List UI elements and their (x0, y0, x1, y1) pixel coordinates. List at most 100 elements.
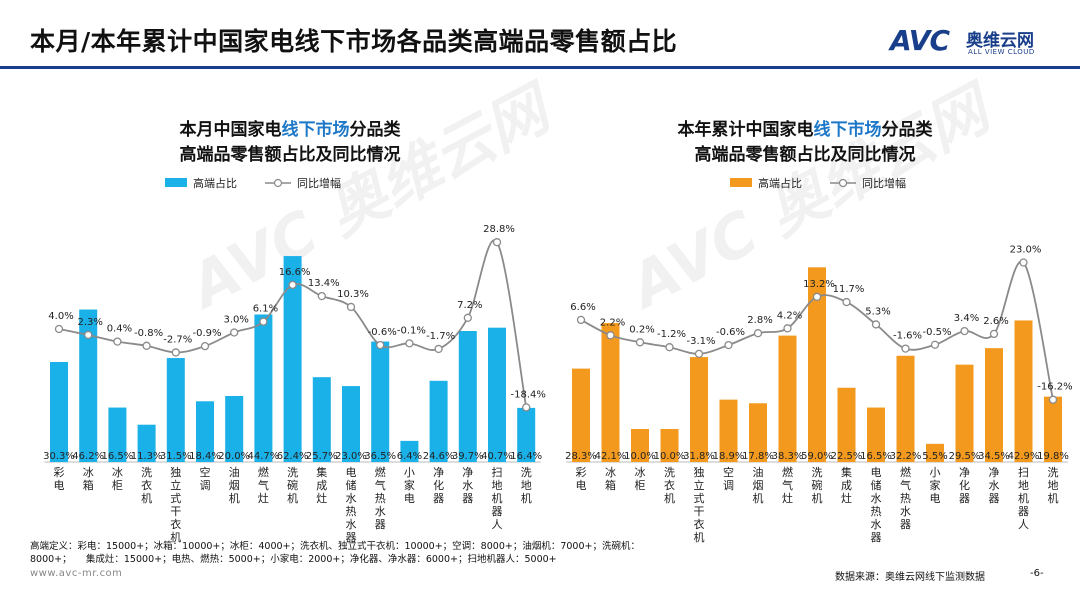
category-char: 电 (576, 479, 587, 492)
bar-label-5: 18.9% (713, 451, 745, 462)
category-char: 机 (287, 491, 298, 505)
growth-marker-6 (230, 328, 239, 337)
growth-label-11: -1.6% (893, 331, 922, 342)
growth-label-9: 11.7% (833, 284, 865, 295)
category-label-2: 冰柜 (635, 466, 646, 492)
growth-label-16: -18.4% (511, 389, 546, 400)
legend-bar-swatch (730, 178, 752, 187)
category-char: 电 (346, 466, 357, 479)
bar-3 (660, 429, 679, 462)
category-char: 空 (723, 465, 734, 479)
category-char: 式 (694, 492, 705, 505)
growth-marker-15 (1019, 258, 1028, 267)
category-label-15: 扫地机器人 (492, 466, 503, 531)
category-text-3: 洗衣机 (664, 466, 675, 505)
growth-marker-14 (463, 313, 472, 322)
bar-label-3: 11.3% (131, 451, 163, 462)
bar-14 (458, 330, 477, 462)
category-label-5: 空调 (723, 465, 734, 492)
growth-label-7: 6.1% (253, 304, 278, 315)
category-char: 净 (959, 465, 970, 479)
bar-6 (749, 403, 767, 462)
bar-label-5: 18.4% (189, 451, 221, 462)
bar-3 (137, 424, 156, 462)
growth-marker-9 (317, 291, 326, 301)
category-char: 储 (346, 478, 357, 492)
growth-marker-12 (405, 339, 414, 348)
category-text-10: 电储水热水器 (346, 466, 357, 544)
category-char: 洗 (812, 466, 823, 479)
bar-label-7: 38.3% (772, 451, 804, 462)
category-char: 衣 (141, 478, 152, 492)
category-text-0: 彩电 (54, 466, 65, 492)
category-char: 衣 (664, 478, 675, 492)
category-char: 衣 (694, 517, 705, 531)
category-char: 机 (664, 491, 675, 505)
bar-label-12: 6.4% (397, 451, 422, 462)
category-char: 水 (989, 479, 1000, 492)
logo-en: ALL VIEW CLOUD (968, 48, 1035, 56)
growth-marker-2 (113, 337, 122, 346)
growth-marker-13 (960, 326, 969, 336)
bar-label-14: 39.7% (452, 451, 484, 462)
growth-marker-8 (288, 280, 297, 290)
category-text-6: 油烟机 (229, 465, 240, 505)
category-text-4: 独立式干衣机 (694, 466, 705, 544)
growth-marker-7 (259, 317, 268, 326)
growth-label-5: -0.9% (192, 328, 221, 339)
bar-label-16: 19.8% (1037, 451, 1069, 462)
category-label-14: 净水器 (462, 465, 473, 505)
category-char: 冰 (605, 466, 616, 479)
brand-logo: AVC 奥维云网 ALL VIEW CLOUD (890, 24, 1060, 58)
growth-marker-2 (635, 338, 645, 347)
category-char: 家 (404, 478, 415, 492)
growth-marker-1 (84, 330, 93, 340)
category-char: 碗 (812, 478, 823, 492)
data-source: 数据来源：奥维云网线下监测数据 (835, 572, 985, 583)
category-char: 集 (841, 465, 852, 479)
category-text-6: 油烟机 (753, 465, 764, 505)
category-label-8: 洗碗机 (287, 466, 298, 505)
growth-marker-4 (171, 348, 180, 357)
bar-label-11: 32.2% (890, 451, 922, 462)
bar-12 (926, 443, 944, 462)
growth-marker-13 (434, 344, 443, 354)
bar-15 (488, 327, 506, 462)
category-char: 器 (433, 492, 444, 505)
growth-label-6: 3.0% (223, 315, 248, 326)
category-char: 柜 (112, 479, 123, 492)
bar-14 (985, 348, 1003, 462)
category-char: 机 (1048, 491, 1059, 505)
category-text-4: 独立式干衣机 (170, 466, 181, 544)
category-char: 油 (753, 465, 764, 479)
bar-label-3: 10.0% (654, 451, 686, 462)
growth-label-14: 2.6% (983, 316, 1008, 327)
growth-label-13: 3.4% (954, 313, 979, 324)
category-label-6: 油烟机 (229, 465, 240, 505)
category-char: 机 (170, 530, 181, 544)
growth-marker-3 (665, 343, 674, 352)
bar-2 (108, 407, 127, 462)
category-label-3: 洗衣机 (664, 466, 675, 505)
category-text-5: 空调 (723, 465, 734, 492)
category-char: 式 (170, 492, 181, 505)
category-char: 储 (871, 478, 882, 492)
category-char: 水 (346, 492, 357, 505)
category-label-8: 洗碗机 (812, 466, 823, 505)
category-char: 成 (316, 479, 327, 492)
category-char: 器 (492, 505, 503, 518)
bar-12 (400, 440, 419, 462)
category-char: 地 (492, 479, 503, 492)
category-label-12: 小家电 (404, 466, 415, 505)
bar-9 (837, 387, 856, 462)
category-char: 气 (375, 478, 386, 492)
growth-label-15: 23.0% (1010, 245, 1042, 256)
bar-label-10: 23.0% (335, 451, 367, 462)
category-char: 人 (1018, 518, 1029, 531)
category-char: 电 (930, 492, 941, 505)
category-text-12: 小家电 (404, 466, 415, 505)
growth-marker-10 (871, 320, 881, 329)
category-text-2: 冰柜 (635, 466, 646, 492)
bar-label-15: 40.7% (481, 451, 513, 462)
